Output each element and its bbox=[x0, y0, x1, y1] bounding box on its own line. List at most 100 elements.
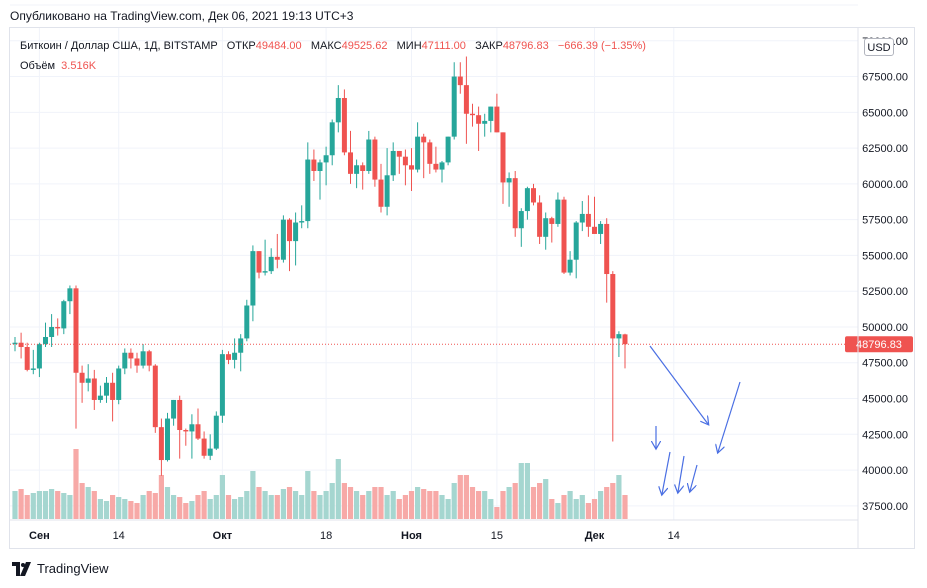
symbol-name: Биткоин / Доллар США, 1Д, BITSTAMP bbox=[20, 40, 218, 52]
candle-body bbox=[366, 139, 372, 171]
y-tick-label: 65000.00 bbox=[862, 107, 908, 119]
candle-body bbox=[110, 382, 116, 400]
volume-bar bbox=[164, 487, 171, 519]
candle-body bbox=[158, 427, 164, 461]
candle-body bbox=[317, 162, 323, 171]
symbol-legend: Биткоин / Доллар США, 1Д, BITSTAMP ОТКР4… bbox=[20, 40, 646, 52]
volume-bar bbox=[280, 489, 286, 519]
y-tick-label: 62500.00 bbox=[862, 143, 908, 155]
volume-bar bbox=[49, 489, 55, 519]
volume-bar bbox=[494, 507, 500, 519]
volume-bar bbox=[598, 491, 604, 519]
candle-body bbox=[134, 358, 140, 366]
currency-button[interactable]: USD bbox=[864, 38, 894, 56]
volume-bar bbox=[158, 475, 164, 519]
y-tick-label: 37500.00 bbox=[862, 501, 908, 513]
volume-bar bbox=[97, 499, 103, 519]
candle-body bbox=[567, 259, 573, 273]
candle-body bbox=[323, 155, 329, 163]
volume-bar bbox=[244, 491, 250, 519]
volume-bar bbox=[604, 487, 610, 519]
volume-bar bbox=[402, 495, 408, 519]
candle-body bbox=[494, 106, 500, 133]
candle-body bbox=[396, 150, 402, 157]
volume-bar bbox=[476, 491, 482, 519]
candle-body bbox=[378, 179, 384, 207]
volume-bar bbox=[396, 499, 402, 519]
high-label: МАКС bbox=[310, 40, 342, 52]
candle-body bbox=[183, 430, 189, 432]
volume-bar bbox=[549, 499, 555, 519]
candle-body bbox=[604, 223, 610, 275]
volume-bar bbox=[537, 483, 543, 519]
volume-bar bbox=[384, 495, 390, 519]
volume-bar bbox=[445, 499, 451, 519]
candle-body bbox=[360, 165, 366, 171]
candle-body bbox=[384, 175, 390, 207]
volume-bar bbox=[299, 495, 305, 519]
y-tick-label: 42500.00 bbox=[862, 429, 908, 441]
candle-body bbox=[610, 274, 616, 339]
candle-body bbox=[116, 368, 122, 400]
volume-bar bbox=[18, 489, 24, 519]
candle-body bbox=[219, 354, 225, 416]
change-value: −666.39 (−1.35%) bbox=[557, 40, 646, 52]
x-tick-label: 14 bbox=[113, 530, 125, 542]
candle-body bbox=[262, 271, 268, 273]
volume-bar bbox=[286, 487, 293, 519]
volume-bar bbox=[561, 495, 567, 519]
low-label: МИН bbox=[396, 40, 422, 52]
high-value: 49525.62 bbox=[341, 40, 388, 52]
candle-body bbox=[512, 178, 518, 229]
volume-bar bbox=[73, 449, 79, 519]
candle-body bbox=[335, 98, 341, 123]
candle-body bbox=[445, 136, 451, 163]
x-tick-label: 15 bbox=[491, 530, 503, 542]
candle-body bbox=[476, 115, 482, 124]
candle-body bbox=[195, 424, 201, 439]
volume-bar bbox=[415, 487, 421, 519]
annotation-arrow bbox=[662, 451, 671, 494]
volume-bar bbox=[347, 487, 354, 519]
volume-bar bbox=[61, 493, 67, 519]
volume-bar bbox=[530, 487, 537, 519]
volume-bar bbox=[85, 487, 91, 519]
candle-body bbox=[97, 395, 103, 400]
candle-body bbox=[555, 199, 561, 224]
volume-bar bbox=[189, 501, 195, 519]
volume-bar bbox=[103, 501, 110, 519]
candle-body bbox=[207, 448, 213, 456]
volume-bar bbox=[140, 495, 146, 519]
candle-body bbox=[61, 301, 67, 329]
volume-bar bbox=[219, 475, 225, 519]
volume-bar bbox=[152, 493, 158, 519]
candle-body bbox=[24, 347, 30, 370]
candle-body bbox=[67, 288, 73, 302]
volume-bar bbox=[421, 489, 427, 519]
candle-body bbox=[49, 326, 55, 337]
volume-bar bbox=[116, 497, 122, 519]
y-tick-label: 47500.00 bbox=[862, 358, 908, 370]
candle-body bbox=[201, 438, 207, 456]
candle-body bbox=[427, 142, 433, 164]
candle-body bbox=[531, 188, 536, 203]
candle-body bbox=[354, 165, 360, 174]
volume-bar bbox=[512, 483, 518, 519]
candle-body bbox=[415, 136, 421, 170]
tradingview-logo-icon bbox=[12, 561, 31, 576]
candle-body bbox=[573, 222, 579, 260]
volume-bar bbox=[79, 483, 85, 519]
volume-bar bbox=[543, 479, 549, 519]
annotation-arrow bbox=[690, 464, 698, 491]
candle-body bbox=[348, 152, 353, 174]
candle-body bbox=[488, 106, 494, 121]
volume-bar bbox=[128, 501, 134, 519]
candle-body bbox=[287, 219, 292, 242]
candle-body bbox=[549, 218, 555, 224]
candle-body bbox=[561, 199, 567, 273]
x-tick-label: 18 bbox=[320, 530, 332, 542]
candle-body bbox=[592, 226, 597, 234]
volume-bar bbox=[500, 491, 506, 519]
y-tick-label: 52500.00 bbox=[862, 286, 908, 298]
